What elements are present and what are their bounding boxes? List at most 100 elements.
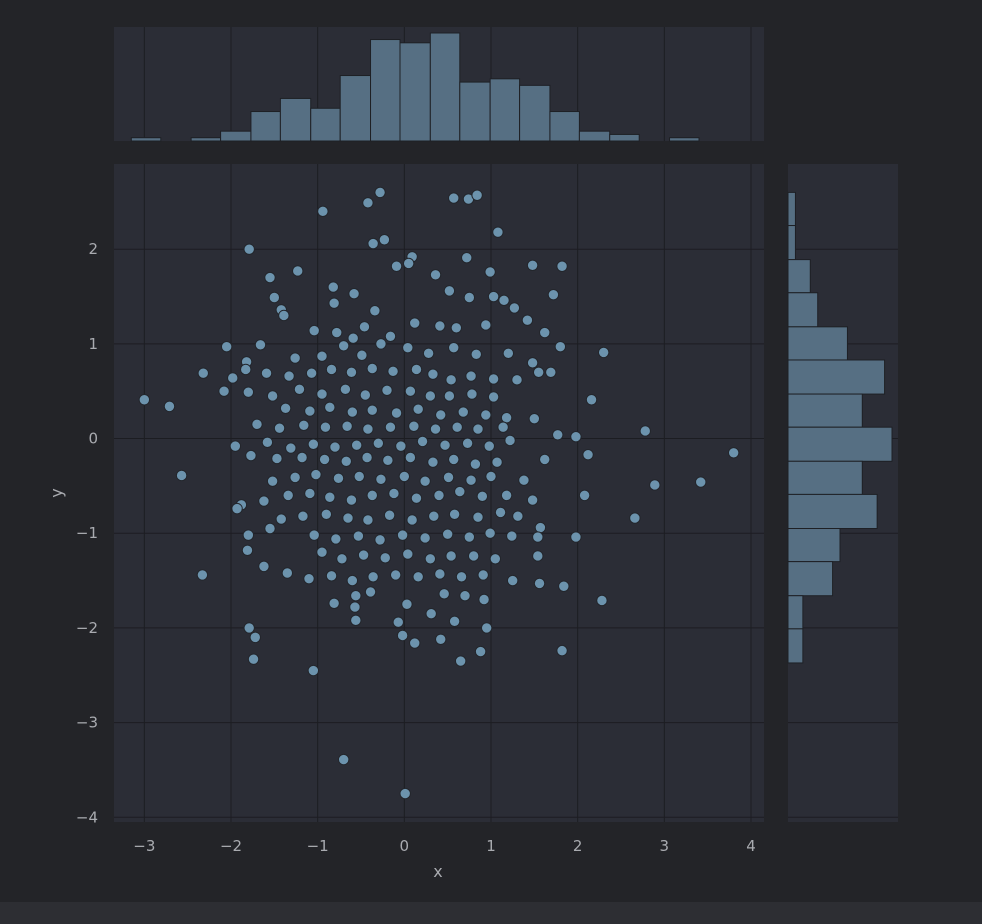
x-histogram-bar [669, 137, 700, 142]
scatter-point [596, 594, 608, 607]
scatter-point [498, 294, 510, 307]
scatter-point [229, 440, 242, 452]
scatter-point [242, 529, 255, 541]
scatter-point [451, 421, 463, 433]
x-tick-label: 4 [746, 837, 756, 855]
scatter-point [339, 383, 352, 396]
scatter-point [304, 405, 316, 417]
scatter-point [465, 474, 477, 486]
scatter-point [396, 629, 409, 642]
scatter-point [404, 451, 417, 464]
x-histogram-bar [250, 111, 281, 142]
scatter-point [396, 529, 409, 541]
scatter-point [175, 469, 188, 482]
scatter-point [353, 470, 365, 483]
scatter-point [240, 363, 252, 376]
scatter-point [419, 475, 431, 487]
scatter-point [350, 439, 363, 451]
scatter-point [366, 404, 378, 416]
scatter-point [435, 409, 447, 421]
scatter-point [254, 339, 267, 351]
scatter-point [570, 531, 582, 543]
scatter-point [508, 302, 521, 314]
scatter-point [448, 615, 461, 627]
scatter-point [474, 645, 487, 658]
scatter-point [585, 394, 598, 406]
scatter-point [521, 314, 534, 326]
scatter-point [317, 205, 329, 218]
scatter-point [329, 441, 341, 453]
scatter-point [316, 546, 328, 558]
y-histogram-bar [787, 359, 886, 395]
scatter-point [401, 598, 413, 610]
scatter-point [450, 322, 463, 334]
scatter-point [374, 186, 386, 199]
scatter-point [359, 389, 372, 401]
scatter-point [487, 391, 500, 403]
scatter-point [292, 265, 304, 277]
x-tick-label: 0 [400, 837, 410, 855]
scatter-point [489, 553, 502, 565]
scatter-point [512, 510, 524, 522]
y-axis-label: y [47, 488, 66, 497]
scatter-point [404, 385, 417, 397]
scatter-point [352, 530, 365, 542]
x-histogram-bar [339, 75, 372, 142]
scatter-point [285, 442, 297, 454]
scatter-point [472, 423, 484, 435]
scatter-point [454, 655, 467, 667]
scatter-point [387, 365, 399, 378]
scatter-point [389, 569, 402, 581]
scatter-point [448, 341, 460, 354]
x-tick-label: 3 [660, 837, 670, 855]
scatter-point [629, 512, 641, 524]
scatter-point [504, 434, 516, 447]
x-histogram-bar [279, 97, 312, 142]
scatter-point [378, 234, 391, 246]
scatter-point [457, 406, 469, 418]
scatter-point [348, 288, 360, 300]
scatter-point [491, 456, 503, 468]
scatter-point [463, 531, 476, 543]
x-tick-label: −3 [133, 837, 155, 855]
y-histogram-bar [787, 460, 863, 495]
y-histogram-bar [787, 561, 834, 597]
scatter-point [293, 383, 306, 396]
scatter-point [408, 420, 420, 432]
scatter-point [485, 470, 497, 483]
scatter-point [526, 259, 539, 272]
scatter-point [316, 350, 328, 362]
scatter-point [345, 366, 358, 378]
scatter-point [445, 550, 457, 562]
scatter-point [438, 588, 450, 600]
scatter-point [220, 341, 233, 353]
scatter-point [502, 347, 515, 360]
scatter-point [582, 448, 594, 461]
scatter-point [410, 492, 423, 504]
scatter-point [362, 197, 374, 209]
scatter-point [487, 290, 500, 303]
scatter-point [480, 409, 492, 421]
scatter-point [281, 567, 294, 579]
scatter-point [296, 451, 308, 464]
scatter-point [470, 348, 482, 360]
scatter-point [375, 338, 387, 350]
x-histogram-bar [429, 32, 461, 142]
scatter-point [303, 572, 315, 585]
scatter-point [410, 363, 423, 376]
scatter-point [558, 580, 570, 592]
scatter-point [532, 550, 544, 562]
scatter-point [528, 412, 541, 425]
scatter-point [484, 266, 496, 278]
scatter-point [375, 473, 387, 485]
scatter-point [416, 435, 429, 448]
x-histogram-bar [549, 111, 580, 142]
scatter-point [367, 571, 379, 583]
scatter-point [539, 453, 551, 466]
scatter-point [390, 407, 403, 419]
scatter-point [163, 400, 176, 413]
scatter-point [243, 243, 255, 255]
scatter-point [305, 367, 318, 379]
scatter-point [552, 429, 564, 441]
x-histogram-bar [370, 39, 401, 142]
